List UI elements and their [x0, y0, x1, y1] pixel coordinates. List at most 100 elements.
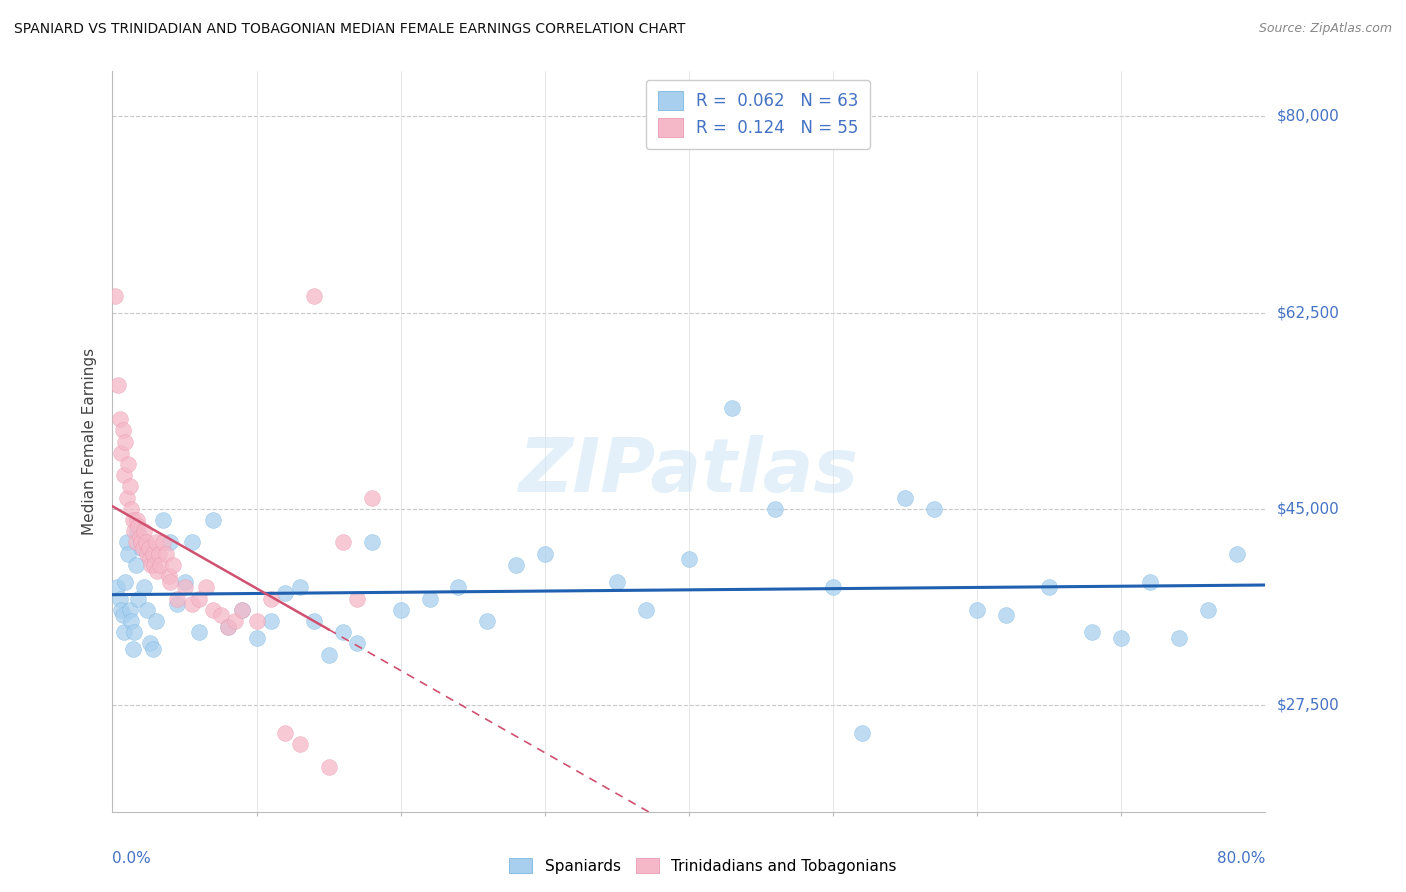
- Point: [821, 580, 844, 594]
- Point: [260, 591, 283, 606]
- Point: [146, 564, 169, 578]
- Text: $45,000: $45,000: [1277, 501, 1340, 516]
- Point: [180, 535, 202, 549]
- Point: [145, 535, 167, 549]
- Point: [505, 558, 527, 572]
- Point: [678, 552, 700, 566]
- Point: [139, 636, 162, 650]
- Point: [721, 401, 744, 415]
- Point: [122, 625, 145, 640]
- Point: [125, 524, 148, 539]
- Point: [148, 547, 170, 561]
- Point: [634, 603, 657, 617]
- Point: [152, 535, 174, 549]
- Point: [134, 524, 156, 539]
- Point: [477, 614, 499, 628]
- Point: [159, 535, 181, 549]
- Point: [231, 603, 253, 617]
- Point: [138, 541, 160, 555]
- Point: [217, 619, 239, 633]
- Point: [995, 608, 1018, 623]
- Point: [112, 468, 135, 483]
- Point: [246, 631, 269, 645]
- Point: [159, 574, 181, 589]
- Point: [1139, 574, 1161, 589]
- Point: [195, 580, 218, 594]
- Point: [121, 513, 143, 527]
- Point: [188, 591, 211, 606]
- Point: [1197, 603, 1219, 617]
- Point: [115, 535, 138, 549]
- Text: 80.0%: 80.0%: [1218, 851, 1265, 865]
- Point: [110, 446, 132, 460]
- Point: [304, 614, 326, 628]
- Point: [129, 535, 153, 549]
- Point: [127, 591, 149, 606]
- Point: [304, 289, 326, 303]
- Point: [274, 586, 297, 600]
- Point: [922, 501, 945, 516]
- Point: [332, 625, 354, 640]
- Point: [120, 501, 142, 516]
- Point: [134, 580, 156, 594]
- Point: [142, 547, 165, 561]
- Legend: Spaniards, Trinidadians and Tobagonians: Spaniards, Trinidadians and Tobagonians: [503, 852, 903, 880]
- Point: [104, 289, 127, 303]
- Point: [180, 597, 202, 611]
- Point: [124, 535, 146, 549]
- Point: [155, 547, 177, 561]
- Point: [202, 603, 225, 617]
- Point: [173, 574, 195, 589]
- Point: [149, 558, 172, 572]
- Point: [132, 541, 155, 555]
- Point: [115, 491, 138, 505]
- Point: [136, 603, 159, 617]
- Text: $27,500: $27,500: [1277, 698, 1340, 713]
- Point: [129, 541, 153, 555]
- Point: [260, 614, 283, 628]
- Point: [894, 491, 917, 505]
- Point: [111, 608, 134, 623]
- Point: [162, 558, 184, 572]
- Point: [139, 552, 162, 566]
- Text: ZIPatlas: ZIPatlas: [519, 434, 859, 508]
- Point: [361, 491, 384, 505]
- Point: [346, 591, 368, 606]
- Point: [1081, 625, 1104, 640]
- Point: [117, 547, 139, 561]
- Point: [127, 518, 149, 533]
- Point: [143, 558, 166, 572]
- Point: [166, 597, 188, 611]
- Point: [246, 614, 269, 628]
- Point: [107, 378, 129, 392]
- Point: [389, 603, 412, 617]
- Point: [125, 513, 148, 527]
- Point: [1111, 631, 1133, 645]
- Point: [173, 580, 195, 594]
- Point: [346, 636, 368, 650]
- Point: [447, 580, 470, 594]
- Point: [274, 726, 297, 740]
- Point: [112, 625, 135, 640]
- Point: [152, 513, 174, 527]
- Point: [231, 603, 253, 617]
- Point: [606, 574, 628, 589]
- Point: [141, 558, 163, 572]
- Point: [122, 524, 145, 539]
- Legend: R =  0.062   N = 63, R =  0.124   N = 55: R = 0.062 N = 63, R = 0.124 N = 55: [647, 79, 870, 149]
- Text: $62,500: $62,500: [1277, 305, 1340, 320]
- Point: [851, 726, 873, 740]
- Point: [765, 501, 787, 516]
- Point: [209, 608, 232, 623]
- Point: [332, 535, 354, 549]
- Point: [1038, 580, 1060, 594]
- Point: [217, 619, 239, 633]
- Point: [202, 513, 225, 527]
- Point: [224, 614, 246, 628]
- Point: [124, 558, 146, 572]
- Point: [120, 614, 142, 628]
- Point: [111, 423, 134, 437]
- Text: SPANIARD VS TRINIDADIAN AND TOBAGONIAN MEDIAN FEMALE EARNINGS CORRELATION CHART: SPANIARD VS TRINIDADIAN AND TOBAGONIAN M…: [14, 22, 686, 37]
- Point: [118, 603, 141, 617]
- Point: [108, 412, 131, 426]
